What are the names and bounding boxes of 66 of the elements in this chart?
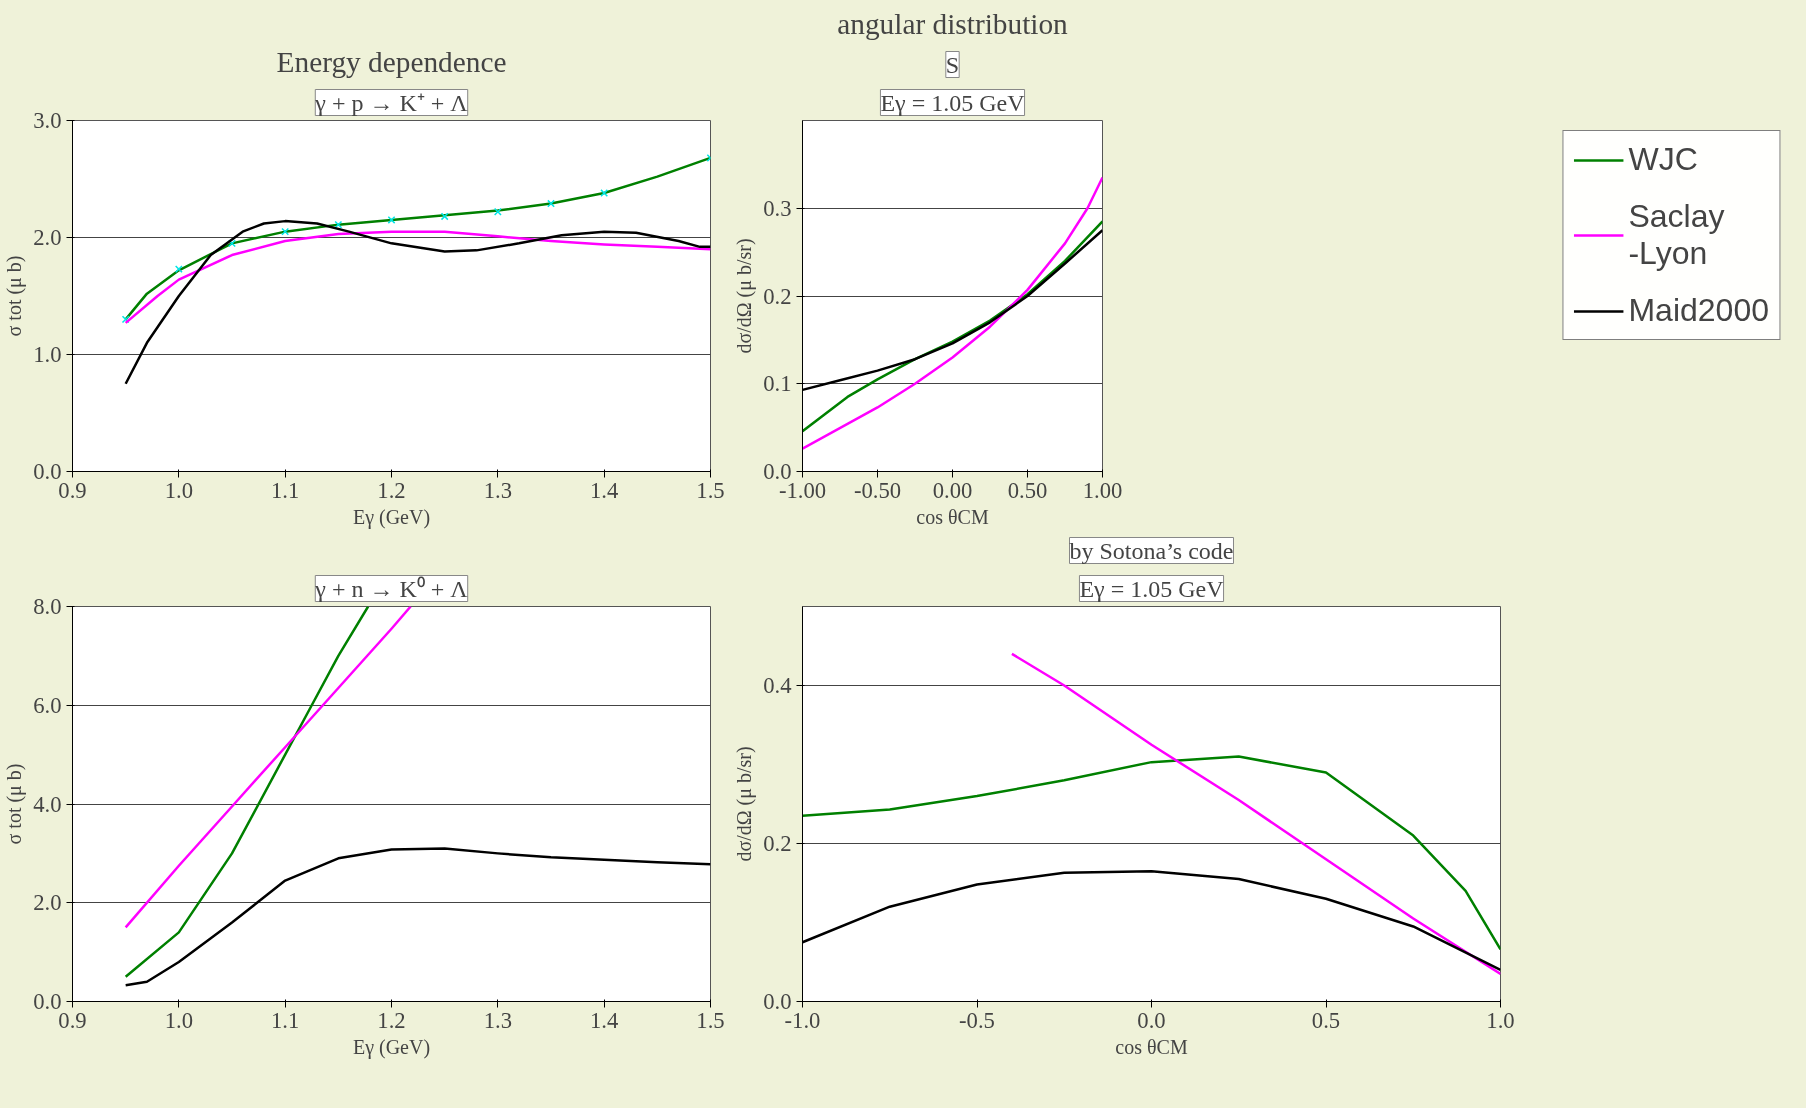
text: γ + n → K⁰ + Λ: [314, 575, 469, 602]
y-tick-label: 2.0: [33, 225, 62, 250]
y-tick-label: 6.0: [33, 692, 62, 718]
y-tick-label: 1.0: [33, 342, 62, 367]
point: [121, 315, 130, 324]
x-axis-title: cos θCM: [1115, 1035, 1188, 1058]
point: [387, 216, 396, 224]
point: [440, 212, 449, 221]
line-series: [124, 606, 370, 979]
point: [493, 207, 502, 216]
line-series: [124, 156, 711, 321]
y-tick-label: 3.0: [33, 108, 62, 133]
legend-label: WJC: [1628, 141, 1698, 178]
line-series: [124, 847, 711, 987]
y-tick-label: 8.0: [33, 594, 62, 619]
y-axis-title: dσ/dΩ (μ b/sr): [733, 238, 757, 354]
x-axis-title: Eγ (GeV): [352, 1035, 431, 1059]
x-tick-label: 1.3: [483, 1007, 512, 1033]
x-axis-title: cos θCM: [916, 505, 989, 528]
x-tick-label: 1.1: [271, 477, 300, 503]
x-tick-label: 0.5: [1311, 1007, 1341, 1033]
line-series: [1010, 652, 1501, 976]
chart-title: Energy dependence: [276, 45, 507, 78]
x-tick-label: -0.50: [853, 477, 902, 503]
y-axis-title: dσ/dΩ (μ b/sr): [733, 746, 757, 862]
x-tick-label: 1.4: [590, 1007, 619, 1033]
line-series: [802, 176, 1103, 450]
point: [334, 220, 343, 229]
y-tick-label: 0.1: [763, 371, 792, 397]
y-tick-label: 0.3: [763, 195, 792, 221]
x-tick-label: 1.0: [1486, 1007, 1515, 1033]
x-tick-label: 0.0: [1137, 1007, 1166, 1033]
line-series: [802, 755, 1501, 951]
line-series: [124, 230, 711, 325]
point: [174, 265, 183, 274]
x-axis-title: Eγ (GeV): [352, 505, 431, 529]
y-tick-label: 0.0: [763, 459, 792, 484]
text: S: [945, 51, 960, 78]
legend-label: Saclay -Lyon: [1628, 198, 1725, 272]
y-tick-label: 0.0: [763, 989, 792, 1014]
x-tick-label: 1.3: [483, 477, 512, 503]
x-tick-label: 0.50: [1007, 477, 1048, 503]
x-tick-label: 1.5: [696, 1007, 725, 1033]
chart-title: angular distribution: [837, 7, 1069, 40]
y-axis-title: σ tot (μ b): [3, 763, 27, 845]
x-tick-label: 1.0: [164, 477, 193, 503]
legend-label: Maid2000: [1628, 292, 1769, 329]
x-tick-label: -0.5: [959, 1007, 995, 1033]
x-tick-label: 1.00: [1082, 477, 1123, 503]
y-tick-label: 0.2: [763, 831, 792, 856]
x-tick-label: 1.4: [590, 477, 619, 503]
y-axis-title: σ tot (μ b): [3, 255, 27, 337]
x-tick-label: 1.2: [377, 1007, 406, 1033]
x-tick-label: 0.00: [932, 477, 973, 503]
x-tick-label: 1.0: [164, 1007, 193, 1033]
x-tick-label: 1.2: [377, 477, 406, 503]
x-tick-label: 1.5: [696, 477, 725, 503]
y-tick-label: 0.4: [763, 673, 792, 698]
point: [281, 227, 290, 236]
y-tick-label: 0.2: [763, 283, 792, 309]
line-series: [124, 606, 412, 929]
y-tick-label: 4.0: [33, 791, 62, 817]
x-tick-label: 1.1: [271, 1007, 300, 1033]
text: γ + p → K⁺ + Λ: [314, 89, 469, 116]
line-series: [124, 219, 711, 385]
y-tick-label: 2.0: [33, 890, 62, 916]
